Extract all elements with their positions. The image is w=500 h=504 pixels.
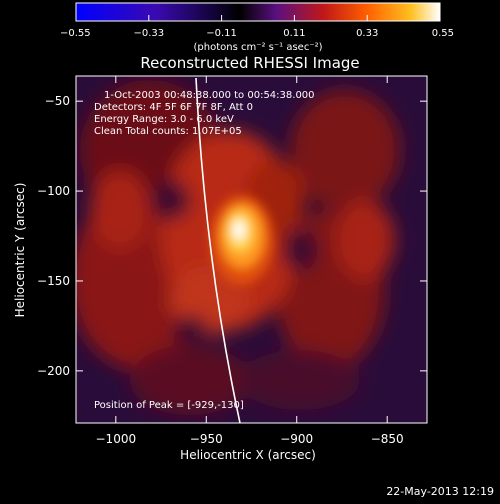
colorbar-tick-label: 0.33: [356, 28, 378, 39]
y-tick-label: −50: [45, 94, 70, 108]
y-tick-label: −100: [37, 184, 70, 198]
annotation-clean: Clean Total counts: 1.07E+05: [94, 126, 242, 137]
chart-title: Reconstructed RHESSI Image: [140, 54, 359, 72]
annotation-time: 1-Oct-2003 00:48:38.000 to 00:54:38.000: [104, 90, 315, 101]
plot-frame: [75, 75, 428, 424]
colorbar-units: (photons cm⁻² s⁻¹ asec⁻²): [193, 42, 322, 53]
colorbar-ticks: −0.55 −0.33 −0.11 0.11 0.33 0.55: [60, 15, 454, 39]
annotation-energy: Energy Range: 3.0 - 6.0 keV: [94, 114, 234, 125]
colorbar-tick-label: 0.55: [432, 28, 454, 39]
colorbar-tick-label: −0.33: [133, 28, 164, 39]
y-tick-label: −150: [37, 274, 70, 288]
x-tick-label: −950: [190, 432, 223, 446]
heatmap-image: [76, 76, 427, 423]
colorbar: −0.55 −0.33 −0.11 0.11 0.33 0.55 (photons cm⁻…: [60, 2, 454, 53]
x-axis-label: Heliocentric X (arcsec): [180, 448, 316, 462]
annotation-detectors: Detectors: 4F 5F 6F 7F 8F, Att 0: [94, 102, 253, 113]
peak-position-label: Position of Peak = [-929,-130]: [94, 400, 244, 411]
peak-source: [210, 195, 274, 285]
y-axis-ticks: −50 −100 −150 −200: [37, 94, 427, 378]
timestamp: 22-May-2013 12:19: [386, 485, 494, 498]
colorbar-tick-label: −0.55: [60, 28, 91, 39]
solar-limb: [195, 77, 241, 423]
emission-field: [76, 80, 400, 415]
x-tick-label: −850: [371, 432, 404, 446]
y-tick-label: −200: [37, 364, 70, 378]
y-axis-label: Heliocentric Y (arcsec): [13, 183, 27, 318]
x-axis-ticks: −1000 −950 −900 −850: [96, 76, 404, 446]
colorbar-tick-label: −0.11: [206, 28, 237, 39]
colorbar-rect: [75, 2, 441, 22]
x-tick-label: −900: [280, 432, 313, 446]
colorbar-tick-label: 0.11: [283, 28, 305, 39]
x-tick-label: −1000: [96, 432, 137, 446]
